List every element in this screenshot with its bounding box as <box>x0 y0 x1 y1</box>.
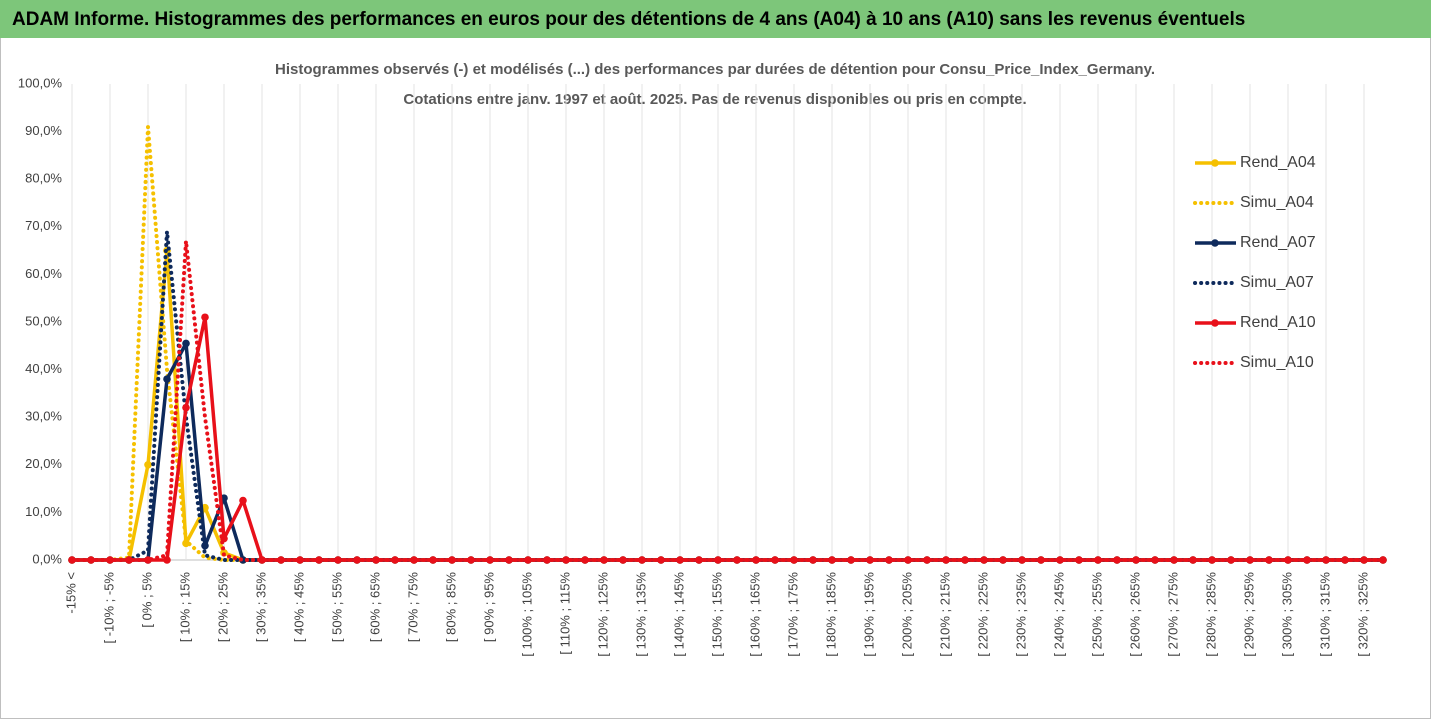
point <box>182 339 190 348</box>
point <box>1265 556 1273 564</box>
x-tick-label: [ 20% ; 25% <box>215 572 230 643</box>
legend-marker <box>1211 319 1219 327</box>
point <box>182 403 190 412</box>
x-tick-label: [ 310% ; 315% <box>1317 572 1332 657</box>
y-tick-label: 100,0% <box>18 75 63 90</box>
chart-title: Histogrammes observés (-) et modélisés (… <box>275 61 1155 78</box>
x-tick-label: [ 270% ; 275% <box>1165 572 1180 657</box>
y-tick-label: 80,0% <box>25 171 62 186</box>
x-tick-label: [ 100% ; 105% <box>519 572 534 657</box>
point <box>182 539 190 548</box>
y-tick-label: 0,0% <box>32 551 62 566</box>
header-bar <box>0 0 1431 38</box>
legend-label: Simu_A10 <box>1240 354 1314 371</box>
x-tick-label: [ 40% ; 45% <box>291 572 306 643</box>
y-tick-label: 10,0% <box>25 504 62 519</box>
x-tick-label: [ 70% ; 75% <box>405 572 420 643</box>
x-tick-label: [ 80% ; 85% <box>443 572 458 643</box>
y-tick-label: 20,0% <box>25 456 62 471</box>
point <box>752 556 760 564</box>
x-tick-label: [ 320% ; 325% <box>1355 572 1370 657</box>
x-tick-label: [ 130% ; 135% <box>633 572 648 657</box>
y-tick-label: 50,0% <box>25 313 62 328</box>
x-tick-label: [ 10% ; 15% <box>177 572 192 643</box>
x-tick-label: [ 160% ; 165% <box>747 572 762 657</box>
legend-label: Rend_A04 <box>1240 154 1316 171</box>
point <box>1246 556 1254 564</box>
x-tick-label: [ 230% ; 235% <box>1013 572 1028 657</box>
x-tick-label: [ -10% ; -5% <box>101 572 116 644</box>
x-tick-label: [ 300% ; 305% <box>1279 572 1294 657</box>
x-tick-label: -15% < <box>63 572 78 614</box>
point <box>163 375 171 383</box>
legend-label: Simu_A07 <box>1240 274 1314 291</box>
point <box>144 461 152 469</box>
x-tick-label: [ 250% ; 255% <box>1089 572 1104 657</box>
y-tick-label: 90,0% <box>25 123 62 138</box>
x-tick-label: [ 180% ; 185% <box>823 572 838 657</box>
point <box>163 556 171 564</box>
x-tick-label: [ 0% ; 5% <box>139 572 154 628</box>
point <box>239 496 247 505</box>
x-tick-label: [ 110% ; 115% <box>557 572 572 655</box>
y-tick-label: 30,0% <box>25 409 62 424</box>
legend-marker <box>1211 239 1219 247</box>
legend-label: Simu_A04 <box>1240 194 1314 211</box>
x-tick-label: [ 210% ; 215% <box>937 572 952 657</box>
x-tick-label: [ 30% ; 35% <box>253 572 268 643</box>
x-tick-label: [ 90% ; 95% <box>481 572 496 643</box>
y-tick-label: 70,0% <box>25 218 62 233</box>
x-tick-label: [ 170% ; 175% <box>785 572 800 657</box>
x-tick-label: [ 240% ; 245% <box>1051 572 1066 657</box>
x-tick-label: [ 200% ; 205% <box>899 572 914 657</box>
y-tick-label: 40,0% <box>25 361 62 376</box>
point <box>600 556 608 564</box>
legend-marker <box>1211 159 1219 167</box>
point <box>923 556 931 564</box>
x-tick-label: [ 220% ; 225% <box>975 572 990 657</box>
x-tick-label: [ 140% ; 145% <box>671 572 686 657</box>
point <box>258 556 266 564</box>
point <box>1094 556 1102 564</box>
y-tick-label: 60,0% <box>25 266 62 281</box>
chart-title: Cotations entre janv. 1997 et août. 2025… <box>403 91 1026 108</box>
x-tick-label: [ 280% ; 285% <box>1203 572 1218 657</box>
x-tick-label: [ 50% ; 55% <box>329 572 344 643</box>
point <box>201 313 209 322</box>
point <box>771 556 779 564</box>
x-tick-label: [ 190% ; 195% <box>861 572 876 657</box>
x-tick-label: [ 290% ; 295% <box>1241 572 1256 657</box>
point <box>429 556 437 564</box>
header: ADAM Informe. Histogrammes des performan… <box>12 9 1245 30</box>
x-tick-label: [ 150% ; 155% <box>709 572 724 657</box>
legend-label: Rend_A10 <box>1240 314 1316 331</box>
legend-label: Rend_A07 <box>1240 234 1316 251</box>
x-tick-label: [ 60% ; 65% <box>367 572 382 643</box>
series-line <box>70 239 1385 562</box>
x-tick-label: [ 260% ; 265% <box>1127 572 1142 657</box>
x-tick-label: [ 120% ; 125% <box>595 572 610 657</box>
